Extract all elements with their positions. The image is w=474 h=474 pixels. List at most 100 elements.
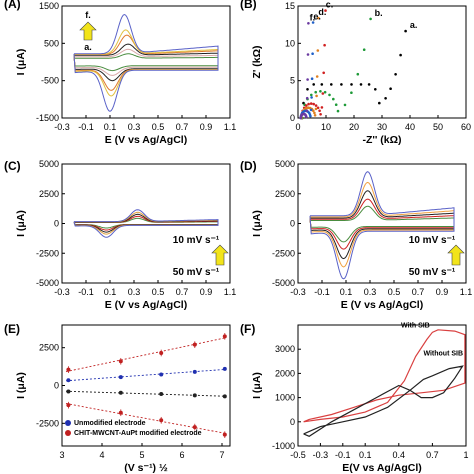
x-tick-label: 0.7 [176, 287, 189, 297]
nyquist-point-b [314, 90, 318, 94]
x-tick-label: -0.1 [335, 450, 351, 460]
nyquist-point-e [310, 96, 313, 99]
data-point [118, 410, 123, 415]
y-tick-label: 5000 [275, 159, 295, 169]
nyquist-point-c [322, 71, 326, 75]
x-tick-label: 0.5 [152, 287, 165, 297]
x-axis-label: (V s⁻¹) ½ [124, 462, 168, 474]
data-point [222, 366, 227, 371]
nyquist-point-a [330, 83, 333, 86]
data-point [222, 432, 227, 437]
y-tick-label: 0 [290, 113, 295, 123]
x-tick-label: -0.3 [313, 450, 329, 460]
nyquist-point-c [314, 104, 318, 107]
nyquist-point-a [306, 88, 309, 91]
nyquist-point-a [378, 101, 381, 105]
x-tick-label: 20 [349, 122, 359, 132]
data-point [66, 367, 71, 372]
nyquist-point-c [312, 102, 316, 106]
data-point [192, 369, 197, 374]
data-point [118, 390, 123, 395]
y-tick-label: 1000 [275, 393, 295, 403]
x-axis-label: -Z'' (kΩ) [362, 134, 401, 146]
cv-curve-with-sib [303, 329, 466, 423]
nyquist-point-a [367, 83, 371, 86]
data-point [66, 378, 71, 383]
nyquist-point-d [313, 111, 316, 115]
trend-line-3 [65, 390, 227, 397]
y-tick-label: 0 [290, 219, 295, 229]
x-axis-label: E (V vs Ag/AgCl) [341, 299, 423, 311]
nyquist-point-e [311, 21, 315, 24]
x-tick-label: 0.9 [200, 287, 213, 297]
data-point [159, 418, 164, 423]
x-tick-label: 3 [59, 450, 64, 460]
y-axis-label: I (μA) [15, 210, 27, 237]
panel-label: (B) [240, 0, 257, 11]
nyquist-point-e [310, 77, 314, 80]
y-tick-label: 10 [285, 38, 295, 48]
nyquist-point-a [399, 53, 402, 57]
y-tick-label: 5000 [39, 159, 59, 169]
trend-line-1 [65, 337, 227, 373]
nyquist-point-a [350, 83, 353, 86]
data-point [159, 372, 164, 377]
nyquist-point-b [356, 72, 360, 76]
y-tick-label: -5000 [272, 278, 295, 288]
trend-line-4 [65, 403, 227, 434]
x-tick-label: -0.5 [290, 450, 306, 460]
nyquist-point-b [319, 90, 322, 93]
data-point [222, 394, 227, 399]
x-tick-label: -0.1 [78, 287, 94, 297]
plot-frame-C [61, 163, 231, 284]
y-tick-label: 3000 [275, 344, 295, 354]
x-tick-label: 50 [433, 122, 443, 132]
x-tick-label: 0.7 [412, 287, 425, 297]
y-tick-label: 2000 [275, 368, 295, 378]
data-point [118, 359, 123, 364]
x-tick-label: -0.3 [54, 122, 70, 132]
cv-curve-4 [73, 34, 219, 91]
without-sib-label: Without SIB [423, 350, 463, 357]
data-point [66, 389, 71, 394]
x-tick-label: 0.1 [359, 450, 372, 460]
y-tick-label: 0 [290, 417, 295, 427]
panel-label: (C) [4, 159, 21, 173]
x-tick-label: 0.3 [128, 122, 141, 132]
panel-label: (F) [240, 322, 255, 336]
x-tick-label: -0.1 [314, 287, 330, 297]
y-tick-label: -2500 [36, 248, 59, 258]
cv-curve-4 [309, 181, 455, 268]
nyquist-point-e [311, 52, 314, 55]
nyquist-point-c [309, 102, 313, 105]
nyquist-point-a [340, 83, 343, 86]
x-tick-label: 30 [377, 122, 387, 132]
nyquist-point-d [312, 109, 315, 112]
scan-rate-high-label: 10 mV s⁻¹ [173, 235, 220, 246]
y-tick-label: 0 [54, 219, 59, 229]
y-tick-label: -1500 [36, 113, 59, 123]
x-tick-label: 1.1 [460, 287, 473, 297]
x-tick-label: 40 [405, 122, 415, 132]
y-axis-label: I (μA) [251, 210, 263, 237]
y-tick-label: 2500 [275, 189, 295, 199]
cv-curve-6 [73, 14, 219, 112]
nyquist-point-f [305, 109, 309, 112]
nyquist-point-e [309, 108, 313, 112]
nyquist-point-d [314, 107, 318, 111]
data-point [159, 391, 164, 396]
data-point [66, 403, 71, 408]
data-point [118, 375, 123, 380]
nyquist-point-c [319, 113, 322, 116]
y-tick-label: -500 [41, 76, 59, 86]
scan-rate-low-label: 50 mV s⁻¹ [173, 267, 220, 278]
y-tick-label: 15 [285, 1, 295, 11]
data-point [192, 342, 197, 347]
nyquist-point-c [321, 92, 325, 95]
x-tick-label: 1.1 [224, 287, 237, 297]
y-tick-label: -5000 [36, 278, 59, 288]
y-tick-label: -2500 [272, 248, 295, 258]
nyquist-point-d [315, 94, 318, 98]
series-label: f. [310, 12, 316, 22]
